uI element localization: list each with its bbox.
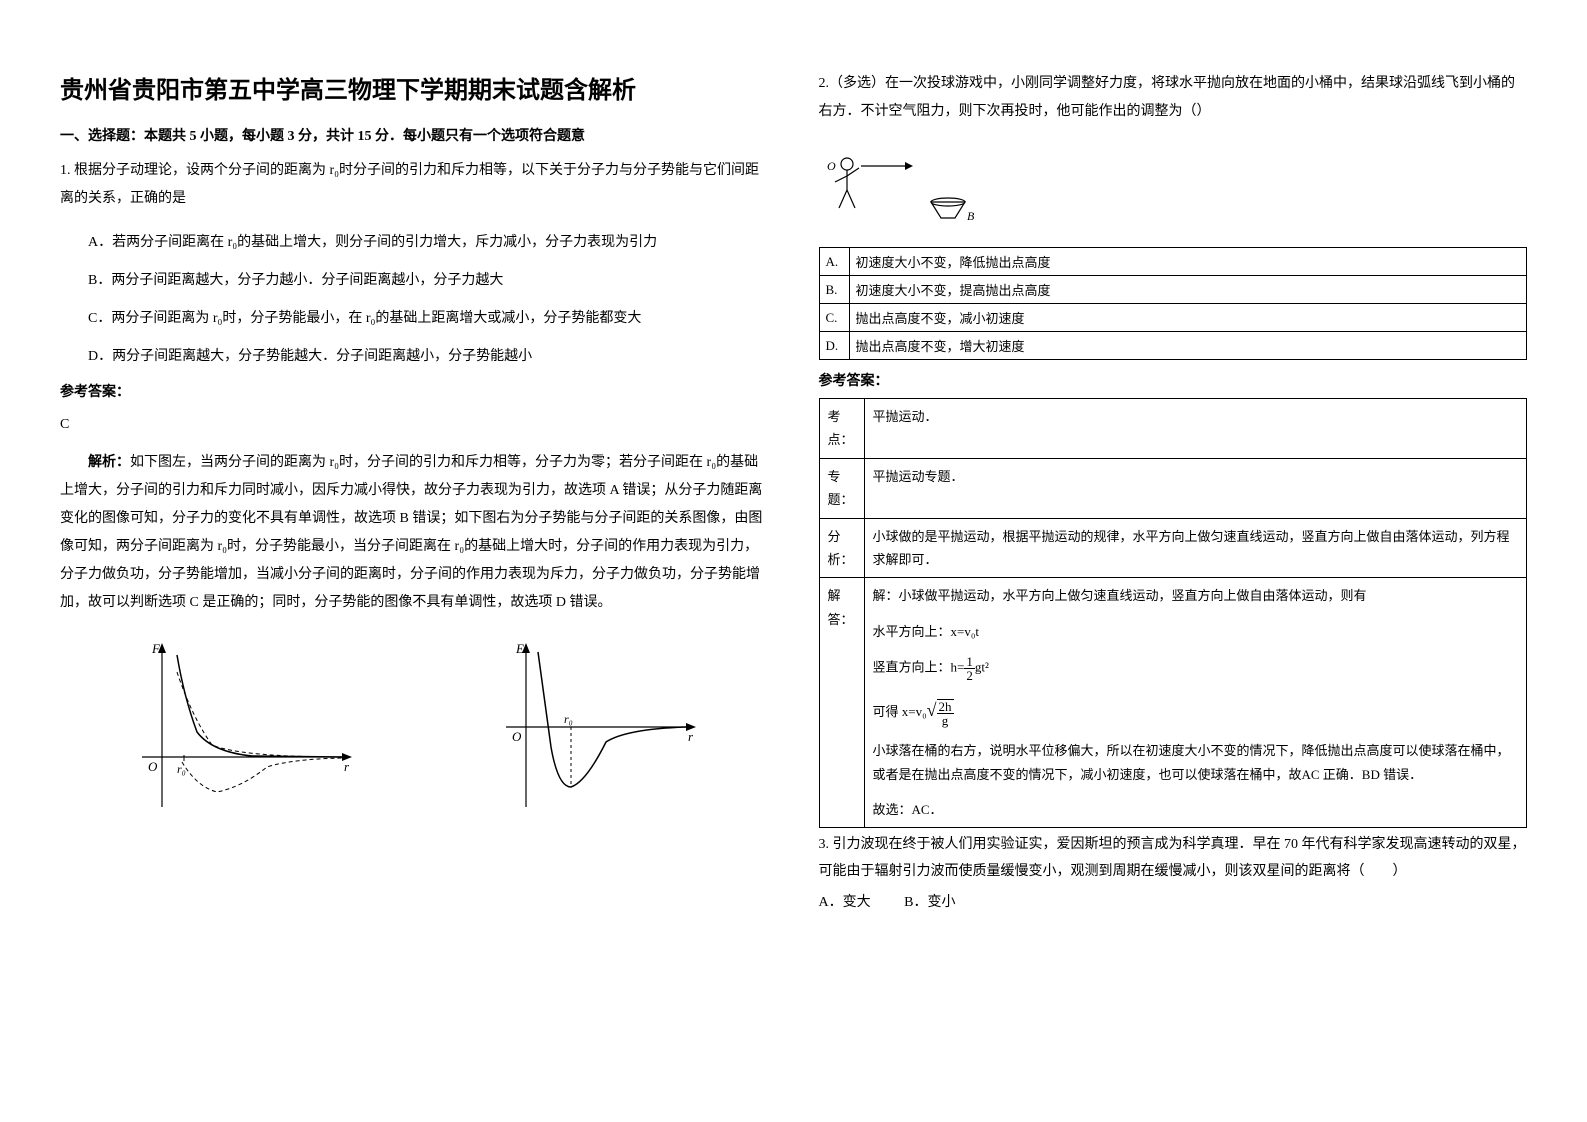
q2-a-label: A.	[819, 248, 849, 276]
q2-c: 抛出点高度不变，减小初速度	[849, 304, 1527, 332]
force-graph: F r O r₀	[122, 637, 362, 817]
analysis-label: 解析：	[88, 455, 130, 470]
throw-origin-label: O	[827, 159, 836, 173]
q1-diagrams: F r O r₀ E r	[60, 637, 769, 817]
q1-opt-d: D．两分子间距离越大，分子势能越大．分子间距离越小，分子势能越小	[60, 343, 769, 371]
q1-opt-a: A．若两分子间距离在 r₀的基础上增大，则分子间的引力增大，斥力减小，分子力表现…	[60, 229, 769, 257]
page-title: 贵州省贵阳市第五中学高三物理下学期期末试题含解析	[60, 70, 769, 105]
bucket-label: B	[967, 209, 975, 223]
right-column: 2.（多选）在一次投球游戏中，小刚同学调整好力度，将球水平抛向放在地面的小桶中，…	[819, 70, 1528, 916]
q2-answer-label: 参考答案：	[819, 370, 1528, 390]
q3-a: A．变大	[819, 895, 871, 910]
axis-r-label: r	[344, 759, 350, 774]
jieda-4a: 可得 x=v₀	[873, 704, 927, 719]
jieda-5: 小球落在桶的右方，说明水平位移偏大，所以在初速度大小不变的情况下，降低抛出点高度…	[873, 739, 1519, 786]
q2-b: 初速度大小不变，提高抛出点高度	[849, 276, 1527, 304]
jieda-3a: 竖直方向上：h=	[873, 660, 965, 675]
q1-opt-c: C．两分子间距离为 r₀时，分子势能最小，在 r₀的基础上距离增大或减小，分子势…	[60, 305, 769, 333]
q2-d-label: D.	[819, 332, 849, 360]
axis-r-right: r	[688, 729, 694, 744]
q2-a: 初速度大小不变，降低抛出点高度	[849, 248, 1527, 276]
q1-answer: C	[60, 411, 769, 439]
sqrt-bot: g	[937, 714, 954, 727]
frac-bot: 2	[964, 669, 975, 682]
jieda-3: 竖直方向上：h=12gt²	[873, 655, 1519, 682]
r0-right: r₀	[564, 712, 573, 726]
q3-b: B．变小	[904, 895, 955, 910]
q2-d: 抛出点高度不变，增大初速度	[849, 332, 1527, 360]
q1-opt-b: B．两分子间距离越大，分子力越小．分子间距离越小，分子力越大	[60, 267, 769, 295]
axis-e-label: E	[515, 641, 524, 656]
fenxi: 小球做的是平抛运动，根据平抛运动的规律，水平方向上做匀速直线运动，竖直方向上做自…	[864, 518, 1527, 578]
zhuanti: 平抛运动专题．	[864, 458, 1527, 518]
frac-top: 1	[964, 655, 975, 669]
fenxi-label: 分析：	[819, 518, 864, 578]
kaodian: 平抛运动．	[864, 399, 1527, 459]
jieda-3b: gt²	[975, 660, 989, 675]
q2-options-table: A. 初速度大小不变，降低抛出点高度 B. 初速度大小不变，提高抛出点高度 C.…	[819, 247, 1528, 360]
r0-label-left: r₀	[177, 762, 186, 776]
q2-b-label: B.	[819, 276, 849, 304]
q3-stem: 3. 引力波现在终于被人们用实验证实，爱因斯坦的预言成为科学真理．早在 70 年…	[819, 832, 1528, 885]
q2-c-label: C.	[819, 304, 849, 332]
section-heading: 一、选择题：本题共 5 小题，每小题 3 分，共计 15 分．每小题只有一个选项…	[60, 125, 769, 145]
throw-diagram: O B	[819, 146, 999, 226]
q2-stem: 2.（多选）在一次投球游戏中，小刚同学调整好力度，将球水平抛向放在地面的小桶中，…	[819, 70, 1528, 126]
jieda-content: 解：小球做平抛运动，水平方向上做匀速直线运动，竖直方向上做自由落体运动，则有 水…	[864, 578, 1527, 828]
jieda-label: 解答：	[819, 578, 864, 828]
left-column: 贵州省贵阳市第五中学高三物理下学期期末试题含解析 一、选择题：本题共 5 小题，…	[60, 70, 769, 916]
jieda-1: 解：小球做平抛运动，水平方向上做匀速直线运动，竖直方向上做自由落体运动，则有	[873, 584, 1519, 607]
zhuanti-label: 专题：	[819, 458, 864, 518]
jieda-6: 故选：AC．	[873, 798, 1519, 821]
q1-analysis: 解析：如下图左，当两分子间的距离为 r₀时，分子间的引力和斥力相等，分子力为零；…	[60, 449, 769, 617]
sqrt-top: 2h	[937, 700, 954, 714]
q3-options: A．变大 B．变小	[819, 890, 1528, 917]
q1-analysis-text: 如下图左，当两分子间的距离为 r₀时，分子间的引力和斥力相等，分子力为零；若分子…	[60, 455, 762, 610]
origin-right: O	[512, 729, 522, 744]
q1-answer-label: 参考答案：	[60, 381, 769, 401]
kaodian-label: 考点：	[819, 399, 864, 459]
axis-f-label: F	[151, 641, 161, 656]
jieda-4: 可得 x=v₀√2hg	[873, 694, 1519, 727]
origin-label-left: O	[148, 759, 158, 774]
energy-graph: E r O r₀	[486, 637, 706, 817]
q2-analysis-table: 考点： 平抛运动． 专题： 平抛运动专题． 分析： 小球做的是平抛运动，根据平抛…	[819, 398, 1528, 828]
jieda-2: 水平方向上：x=v₀t	[873, 620, 1519, 643]
q1-stem: 1. 根据分子动理论，设两个分子间的距离为 r₀时分子间的引力和斥力相等，以下关…	[60, 157, 769, 213]
